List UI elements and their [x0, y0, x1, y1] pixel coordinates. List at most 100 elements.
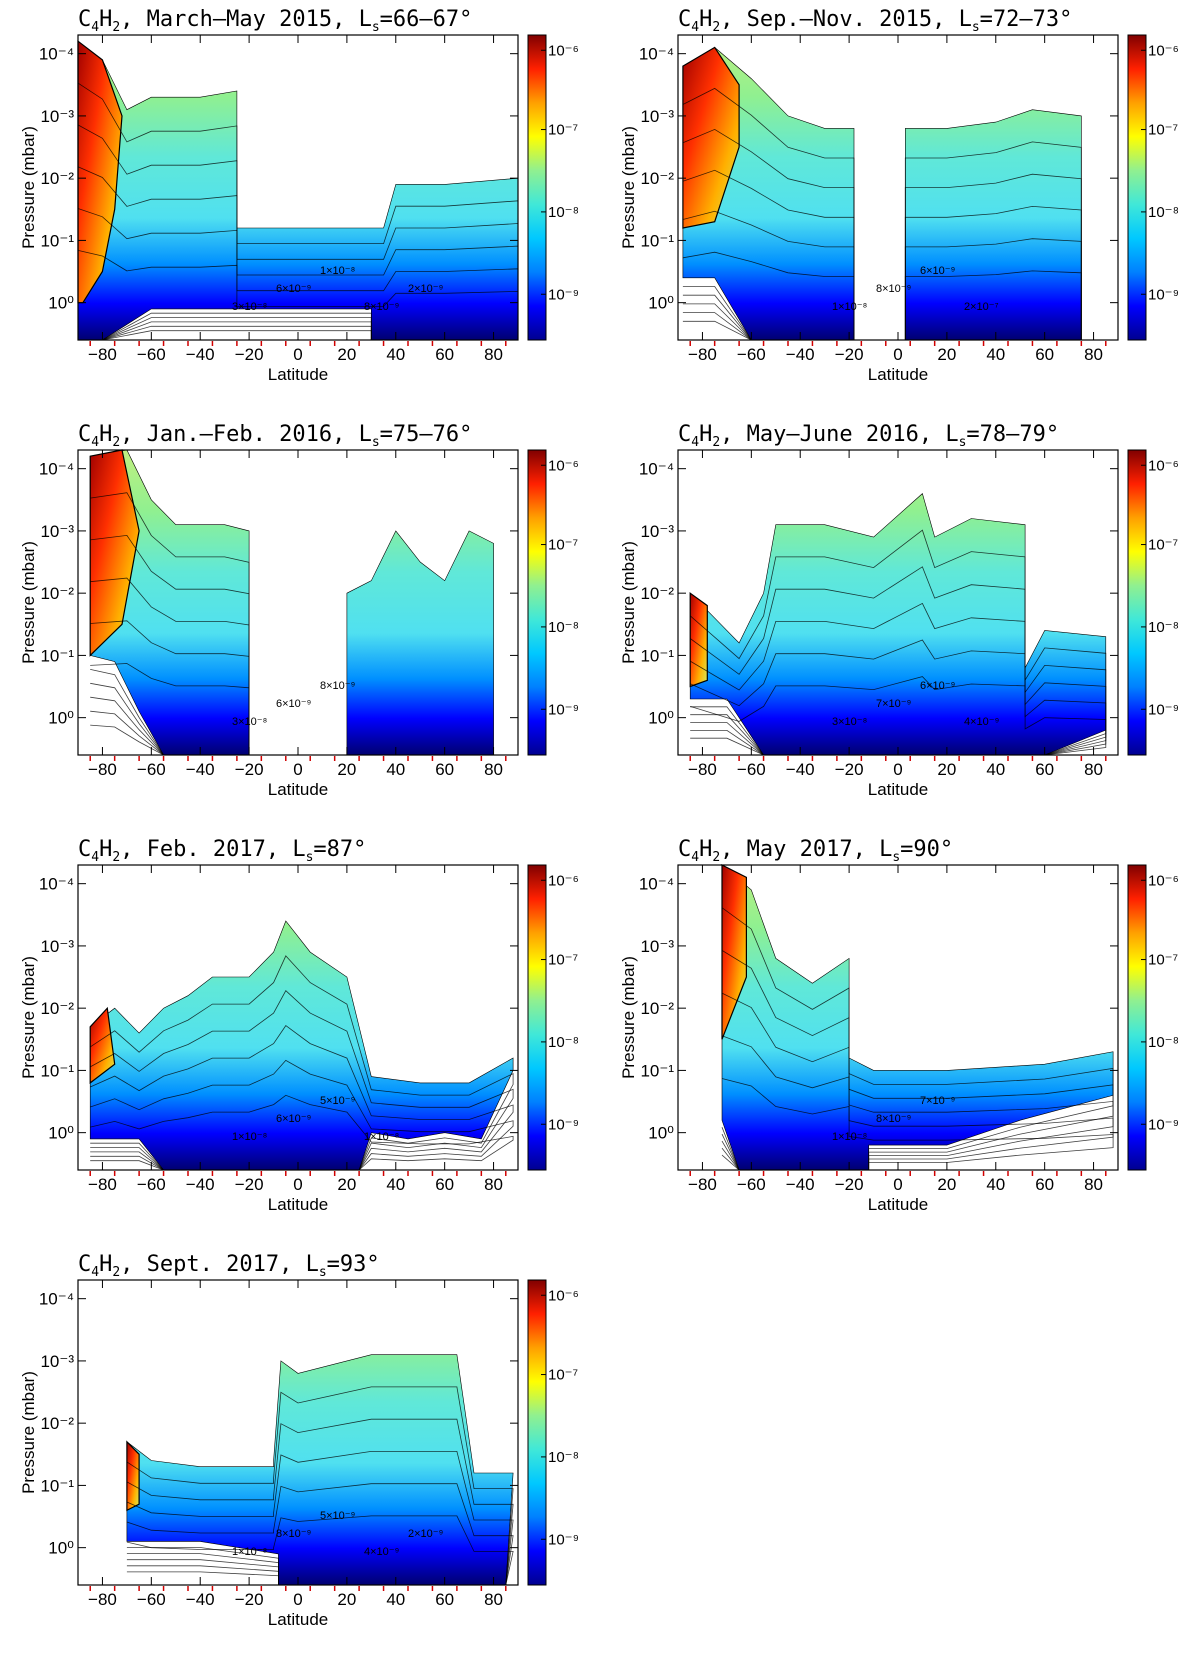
x-tick-label: 40: [386, 1175, 405, 1194]
contour-label: 5×10⁻⁹: [320, 1510, 355, 1522]
high-abundance-region: [89, 1006, 116, 1085]
contour-label: 6×10⁻⁹: [920, 265, 955, 277]
y-tick-label: 10⁻⁴: [639, 460, 674, 479]
contour-label: 2×10⁻⁹: [408, 283, 443, 295]
contour-line: [721, 1078, 1114, 1171]
chart-title: C4H2, May–June 2016, Ls=78–79°: [678, 422, 1059, 450]
y-axis-label: Pressure (mbar): [19, 126, 38, 249]
contour-line: [77, 208, 519, 341]
x-tick-label: 40: [986, 760, 1005, 779]
panel-2: C4H2, Sep.–Nov. 2015, Ls=72–73° 1×10⁻⁸ 8×1…: [618, 0, 1178, 395]
chart-svg: C4H2, March–May 2015, Ls=66–67° 3×10⁻⁸ 6×1…: [19, 7, 578, 384]
contour-label: 5×10⁻⁹: [320, 1095, 355, 1107]
x-tick-label: 60: [1035, 1175, 1054, 1194]
x-tick-label: −40: [186, 345, 215, 364]
y-tick-label: 10⁰: [48, 709, 74, 728]
colorbar: [527, 34, 547, 341]
x-tick-label: 20: [937, 345, 956, 364]
x-tick-label: −80: [688, 1175, 717, 1194]
contour-label: 6×10⁻⁹: [276, 1113, 311, 1125]
x-tick-label: 20: [337, 1175, 356, 1194]
colorbar-tick-label: 10⁻⁷: [548, 122, 578, 139]
y-tick-label: 10⁻⁴: [639, 875, 674, 894]
contour-line: [126, 1515, 514, 1586]
x-tick-label: −60: [137, 1590, 166, 1609]
contour-line: [77, 250, 519, 341]
x-tick-label: 80: [484, 345, 503, 364]
contour-label: 2×10⁻⁹: [408, 1528, 443, 1540]
x-axis-label: Latitude: [868, 1195, 929, 1214]
contour-label: 8×10⁻⁹: [876, 1113, 911, 1125]
chart-title: C4H2, Jan.–Feb. 2016, Ls=75–76°: [78, 422, 472, 450]
colorbar-tick-label: 10⁻⁸: [548, 1449, 578, 1466]
contour-label: 1×10⁻⁸: [364, 1131, 399, 1143]
y-tick-label: 10⁻³: [640, 107, 674, 126]
contour-label: 1×10⁻⁸: [832, 1131, 867, 1143]
contour-label: 1×10⁻⁸: [232, 1131, 267, 1143]
contour-label: 1×10⁻⁸: [232, 1546, 267, 1558]
x-tick-label: 20: [937, 1175, 956, 1194]
y-tick-label: 10⁻⁴: [639, 45, 674, 64]
colorbar-tick-label: 10⁻⁹: [548, 1531, 578, 1548]
contour-line: [90, 1094, 514, 1171]
colorbar-tick-label: 10⁻⁷: [548, 952, 578, 969]
y-axis-label: Pressure (mbar): [19, 1371, 38, 1494]
contour-label: 8×10⁻⁹: [364, 301, 399, 313]
colorbar-tick-label: 10⁻⁶: [1148, 872, 1178, 889]
panel-5: C4H2, Feb. 2017, Ls=87° 1×10⁻⁸ 6×10⁻⁹ 5×10⁻…: [18, 830, 578, 1225]
x-tick-label: −20: [835, 1175, 864, 1194]
y-axis-label: Pressure (mbar): [619, 956, 638, 1079]
y-axis-label: Pressure (mbar): [19, 956, 38, 1079]
x-tick-label: −60: [737, 345, 766, 364]
y-tick-label: 10⁻⁴: [39, 460, 74, 479]
high-abundance-region: [89, 449, 140, 657]
x-tick-label: −80: [88, 760, 117, 779]
colorbar-tick-label: 10⁻⁶: [1148, 42, 1178, 59]
y-tick-label: 10⁻²: [40, 999, 74, 1018]
contour-label: 8×10⁻⁹: [276, 1528, 311, 1540]
contour-label: 7×10⁻⁹: [876, 698, 911, 710]
x-tick-label: 60: [435, 345, 454, 364]
x-tick-label: −20: [235, 1590, 264, 1609]
panel-1: C4H2, March–May 2015, Ls=66–67° 3×10⁻⁸ 6×1…: [18, 0, 578, 395]
y-tick-label: 10⁻²: [640, 169, 674, 188]
contour-label: 6×10⁻⁹: [276, 698, 311, 710]
chart-svg: C4H2, May–June 2016, Ls=78–79° 3×10⁻⁸ 7×10…: [619, 422, 1178, 799]
panel-7: C4H2, Sept. 2017, Ls=93° 1×10⁻⁸ 8×10⁻⁹ 5×10…: [18, 1245, 578, 1640]
y-tick-label: 10⁻¹: [40, 1061, 74, 1080]
x-tick-label: 60: [435, 1175, 454, 1194]
contour-label: 2×10⁻⁷: [964, 301, 999, 313]
y-tick-label: 10⁻⁴: [39, 875, 74, 894]
x-tick-label: 20: [937, 760, 956, 779]
contour-label: 6×10⁻⁹: [276, 283, 311, 295]
x-tick-label: −40: [186, 1590, 215, 1609]
colorbar: [1127, 34, 1147, 341]
x-tick-label: −20: [835, 345, 864, 364]
y-tick-label: 10⁻¹: [40, 646, 74, 665]
y-tick-label: 10⁻³: [640, 937, 674, 956]
contour-line: [90, 990, 514, 1171]
x-axis-label: Latitude: [868, 365, 929, 384]
y-tick-label: 10⁰: [648, 709, 674, 728]
colorbar-tick-label: 10⁻⁶: [1148, 457, 1178, 474]
x-tick-label: 0: [293, 1590, 302, 1609]
colorbar-tick-label: 10⁻⁸: [1148, 204, 1178, 221]
x-tick-label: 40: [986, 345, 1005, 364]
x-tick-label: 0: [893, 1175, 902, 1194]
x-tick-label: 20: [337, 760, 356, 779]
contour-line: [89, 955, 514, 1171]
x-axis-label: Latitude: [868, 780, 929, 799]
chart-svg: C4H2, Sep.–Nov. 2015, Ls=72–73° 1×10⁻⁸ 8×1…: [619, 7, 1178, 384]
colorbar-tick-label: 10⁻⁹: [1148, 286, 1178, 303]
coverage-region: [682, 47, 1082, 341]
colorbar-tick-label: 10⁻⁷: [1148, 122, 1178, 139]
contour-label: 1×10⁻⁸: [320, 265, 355, 277]
high-abundance-region: [689, 592, 708, 688]
x-tick-label: −40: [786, 760, 815, 779]
x-tick-label: −20: [235, 345, 264, 364]
x-tick-label: −60: [137, 345, 166, 364]
x-tick-label: −20: [235, 1175, 264, 1194]
x-tick-label: −80: [88, 1590, 117, 1609]
y-tick-label: 10⁻²: [40, 584, 74, 603]
